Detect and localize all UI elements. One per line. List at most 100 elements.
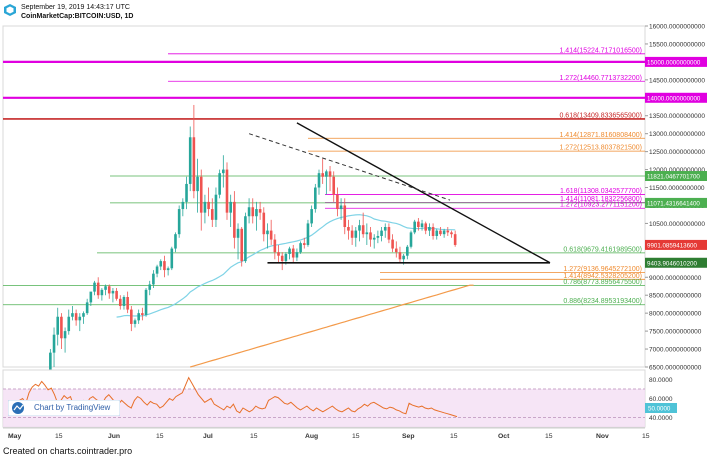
price-tick-label: 15500.0000000000 (649, 41, 705, 48)
candle-body (453, 234, 457, 245)
fib-level-label: 1.272(12513.8037821500) (559, 145, 642, 152)
fib-level-label: 1.272(10923.2771151200) (560, 202, 642, 209)
candle-body (299, 243, 302, 253)
candle-body (380, 230, 383, 236)
candle-body (372, 237, 376, 240)
candle-body (280, 255, 284, 262)
candle-body (347, 227, 350, 231)
candle-body (295, 252, 299, 258)
candle-body (266, 230, 269, 235)
candle-body (199, 176, 203, 213)
candle-body (188, 137, 192, 184)
chart-header: September 19, 2019 14:43:17 UTC CoinMark… (0, 0, 710, 26)
candle-body (328, 171, 332, 177)
candle-body (107, 286, 111, 294)
current-price-tag (645, 239, 707, 250)
candle-body (181, 201, 185, 210)
price-tick-label: 11500.0000000000 (649, 185, 705, 192)
tradingview-label[interactable]: Chart by TradingView (34, 403, 111, 412)
candle-body (262, 212, 266, 235)
price-tick-label: 12500.0000000000 (649, 149, 705, 156)
candle-body (85, 302, 89, 314)
candle-body (100, 289, 104, 296)
tradingview-badge[interactable] (8, 400, 120, 416)
candle-body (185, 183, 188, 202)
candle-body (406, 246, 409, 256)
candle-body (277, 252, 280, 256)
candle-body (96, 282, 100, 296)
cointrader-logo-icon (4, 4, 16, 16)
candle-body (196, 176, 199, 192)
rsi-current-label: 50.0000 (648, 406, 671, 413)
time-tick-label: 15 (55, 433, 63, 440)
candle-body (435, 230, 439, 236)
price-pane (2, 25, 646, 368)
candle-body (424, 223, 428, 231)
candle-body (49, 352, 52, 382)
candle-body (122, 297, 126, 306)
ma-50-line (116, 214, 456, 318)
time-tick-label: 15 (250, 433, 258, 440)
price-tick-label: 12000.0000000000 (649, 167, 705, 174)
candle-body (428, 227, 431, 231)
time-tick-label: 15 (545, 433, 553, 440)
descending-trendline (296, 122, 551, 264)
candle-body (163, 261, 166, 271)
candle-body (321, 173, 324, 177)
candle-body (210, 209, 214, 220)
fib-tag-label: 11821.0467701700 (647, 174, 700, 181)
current-price-label: 9901.0859413600 (647, 242, 697, 249)
candle-body (255, 209, 258, 217)
candle-body (166, 268, 170, 271)
rsi-tick-label: 60.0000 (649, 396, 673, 403)
time-tick-label: May (8, 433, 21, 440)
candle-body (314, 187, 317, 210)
time-tick-label: 15 (156, 433, 164, 440)
candle-body (439, 230, 442, 235)
candle-body (159, 261, 163, 267)
candle-body (78, 316, 82, 321)
candle-body (144, 289, 148, 315)
candle-body (52, 334, 56, 353)
time-tick-label: Sep (402, 433, 414, 440)
candle-body (376, 235, 380, 238)
time-tick-label: Jul (203, 433, 213, 440)
candle-body (251, 207, 255, 217)
candle-body (236, 228, 240, 238)
fib-level-label: 1.272(14460.7713732200) (559, 75, 642, 82)
candle-body (71, 313, 74, 317)
candle-body (74, 313, 78, 321)
price-tick-label: 13000.0000000000 (649, 131, 705, 138)
candle-body (152, 273, 155, 285)
footer-credit: Created on charts.cointrader.pro (3, 446, 133, 456)
candle-body (391, 239, 394, 249)
candle-body (240, 228, 244, 262)
tradingview-logo-icon (12, 402, 24, 414)
candle-body (247, 207, 251, 217)
candle-body (233, 201, 236, 238)
candle-body (229, 201, 232, 213)
candle-body (177, 209, 181, 235)
candle-body (398, 252, 402, 260)
fib-level-label: 0.786(8773.8956475500) (563, 279, 642, 286)
price-tick-label: 13500.0000000000 (649, 113, 705, 120)
time-tick-label: 15 (352, 433, 360, 440)
candle-body (126, 297, 129, 310)
candle-body (446, 230, 450, 233)
candle-body (420, 223, 424, 228)
candle-body (207, 201, 210, 210)
fib-level-label: 1.414(15224.7171016500) (559, 47, 642, 54)
candle-body (273, 239, 277, 253)
price-tick-label: 8500.0000000000 (649, 293, 702, 300)
time-tick-label: 15 (642, 433, 650, 440)
candle-body (60, 316, 63, 339)
price-tick-label: 7500.0000000000 (649, 329, 702, 336)
candle-body (203, 201, 207, 213)
fib-level-label: 1.414(11081.1832256800) (560, 196, 642, 203)
candle-body (82, 313, 85, 317)
time-tick-label: Jun (108, 433, 120, 440)
candle-body (63, 331, 67, 339)
candle-body (141, 313, 144, 315)
fib-tag (645, 197, 707, 208)
